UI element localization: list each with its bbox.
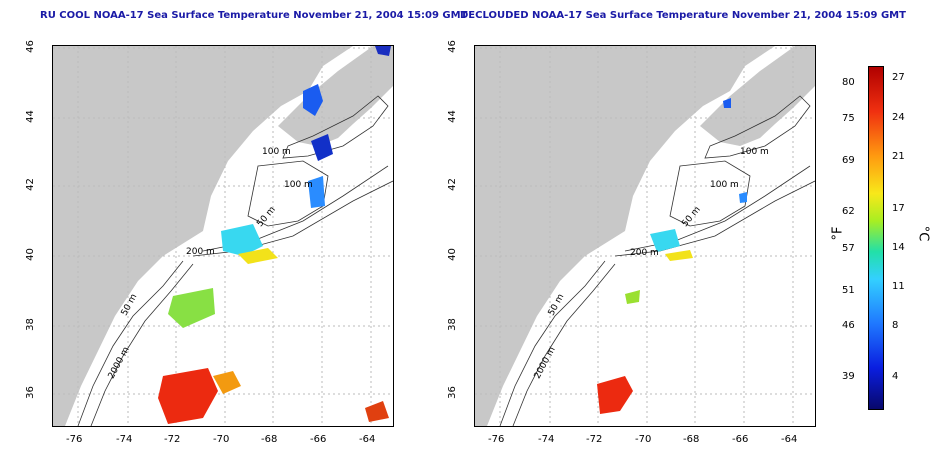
contour-label-200m: 200 m [186,247,215,257]
f-tick: 39 [842,371,855,382]
right-map-title: DECLOUDED NOAA-17 Sea Surface Temperatur… [460,10,906,21]
lon-tick: -72 [586,434,603,445]
left-map-panel [52,45,394,427]
lat-tick: 38 [446,318,458,331]
c-tick: 24 [892,112,905,123]
c-tick: 14 [892,242,905,253]
lat-tick: 40 [446,248,458,261]
lon-tick: -66 [310,434,327,445]
c-tick: 4 [892,371,899,382]
lat-tick: 36 [446,386,458,399]
lat-tick: 46 [446,40,458,53]
f-tick: 57 [842,243,855,254]
contour-label-100m: 100 m [740,147,769,157]
lon-tick: -76 [488,434,505,445]
f-tick: 75 [842,113,855,124]
lon-tick: -66 [732,434,749,445]
f-tick: 46 [842,320,855,331]
c-tick: 21 [892,151,905,162]
nova-scotia-land [700,46,815,146]
c-tick: 11 [892,281,905,292]
right-map-svg [475,46,815,426]
lon-tick: -70 [635,434,652,445]
right-map-panel [474,45,816,427]
lat-tick: 38 [24,318,36,331]
lon-tick: -76 [66,434,83,445]
unit-celsius: °C [915,225,931,242]
temperature-colorbar [868,66,884,410]
c-tick: 8 [892,320,899,331]
graticule [475,46,815,426]
lat-tick: 42 [24,178,36,191]
left-map-title: RU COOL NOAA-17 Sea Surface Temperature … [40,10,468,21]
lon-tick: -70 [213,434,230,445]
f-tick: 51 [842,285,855,296]
lat-tick: 44 [24,110,36,123]
lat-tick: 42 [446,178,458,191]
lat-tick: 44 [446,110,458,123]
lon-tick: -74 [538,434,555,445]
contour-label-100m: 100 m [284,180,313,190]
f-tick: 80 [842,77,855,88]
lon-tick: -68 [261,434,278,445]
contour-label-200m: 200 m [630,248,659,258]
contour-label-100m: 100 m [710,180,739,190]
f-tick: 69 [842,155,855,166]
lon-tick: -72 [164,434,181,445]
contour-label-100m: 100 m [262,147,291,157]
lat-tick: 40 [24,248,36,261]
left-map-svg [53,46,393,426]
nova-scotia-land [278,46,393,146]
f-tick: 62 [842,206,855,217]
lon-tick: -68 [683,434,700,445]
isobaths [77,95,393,426]
isobaths [499,95,815,426]
unit-fahrenheit: °F [830,226,846,241]
lon-tick: -64 [781,434,798,445]
lon-tick: -64 [359,434,376,445]
sst-patches [597,98,747,414]
lon-tick: -74 [116,434,133,445]
lat-tick: 46 [24,40,36,53]
sst-patches [158,46,391,424]
lat-tick: 36 [24,386,36,399]
c-tick: 17 [892,203,905,214]
c-tick: 27 [892,72,905,83]
